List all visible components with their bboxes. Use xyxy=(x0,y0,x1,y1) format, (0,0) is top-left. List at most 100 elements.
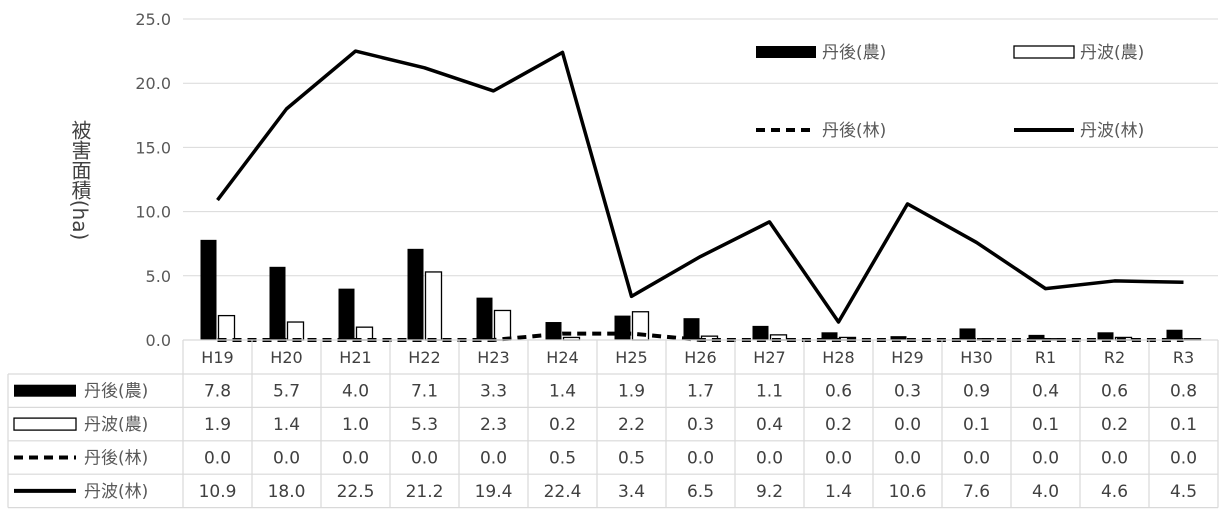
x-tick-label: H23 xyxy=(477,348,509,367)
x-tick-label: H19 xyxy=(201,348,233,367)
table-cell: 1.9 xyxy=(204,415,231,435)
bar-tamba-agri xyxy=(217,314,236,341)
y-tick-label: 20.0 xyxy=(135,74,171,93)
table-cell: 18.0 xyxy=(268,482,306,502)
table-cell: 0.1 xyxy=(963,415,990,435)
x-tick-label: H26 xyxy=(684,348,716,367)
bar-tamba-agri xyxy=(493,309,512,341)
table-cell: 6.5 xyxy=(687,482,714,502)
table-cell: 5.3 xyxy=(411,415,438,435)
table-cell: 22.5 xyxy=(337,482,375,502)
table-cell: 0.4 xyxy=(1032,382,1059,402)
table-cell: 0.0 xyxy=(894,415,921,435)
x-tick-label: H27 xyxy=(753,348,785,367)
table-cell: 22.4 xyxy=(544,482,582,502)
table-cell: 2.2 xyxy=(618,415,645,435)
legend: 丹後(農) 丹波(農) 丹後(林) 丹波(林) xyxy=(756,43,1144,141)
table-cell: 0.0 xyxy=(204,449,231,469)
table-cell: 0.0 xyxy=(756,449,783,469)
table-cell: 0.5 xyxy=(618,449,645,469)
table-cell: 3.3 xyxy=(480,382,507,402)
x-tick-label: H25 xyxy=(615,348,647,367)
table-cell: 0.6 xyxy=(825,382,852,402)
legend-label: 丹後(農) xyxy=(822,43,886,63)
bar-tango-agri xyxy=(1166,329,1183,340)
legend-label: 丹波(農) xyxy=(1080,43,1144,63)
table-cell: 0.0 xyxy=(273,449,300,469)
table-cell: 1.4 xyxy=(825,482,852,502)
bar-tango-agri xyxy=(269,266,286,340)
y-axis-ticks: 0.0 5.0 10.0 15.0 20.0 25.0 xyxy=(135,10,171,350)
x-tick-label: H20 xyxy=(270,348,302,367)
bar-tango-agri xyxy=(959,328,976,340)
table-cell: 0.4 xyxy=(756,415,783,435)
table-row-label: 丹波(農) xyxy=(84,415,148,435)
bar-tango-agri xyxy=(407,248,424,340)
table-cell: 4.6 xyxy=(1101,482,1128,502)
table-cell: 9.2 xyxy=(756,482,783,502)
table-cell: 0.0 xyxy=(894,449,921,469)
bar-tamba-agri xyxy=(286,321,305,341)
y-tick-label: 5.0 xyxy=(146,267,171,286)
table-cell: 7.6 xyxy=(963,482,990,502)
bar-tango-agri xyxy=(1097,332,1114,340)
x-tick-label: R2 xyxy=(1104,348,1125,367)
table-cell: 0.6 xyxy=(1101,382,1128,402)
table-cell: 4.5 xyxy=(1170,482,1197,502)
table-cell: 0.8 xyxy=(1170,382,1197,402)
bar-tango-agri xyxy=(476,297,493,340)
table-cell: 0.0 xyxy=(825,449,852,469)
table-cell: 4.0 xyxy=(1032,482,1059,502)
bar-tango-agri xyxy=(545,322,562,340)
lines xyxy=(216,49,1184,342)
table-cell: 0.1 xyxy=(1170,415,1197,435)
y-tick-label: 15.0 xyxy=(135,138,171,157)
data-table: H19 H20 H21 H22 H23 H24 H25 H26 H27 H28 H29 H30 R1 R2… xyxy=(7,339,1219,509)
table-cell: 0.0 xyxy=(963,449,990,469)
table-cell: 0.3 xyxy=(687,415,714,435)
table-cell: 1.9 xyxy=(618,382,645,402)
bar-tango-agri xyxy=(614,315,631,340)
bar-tango-agri xyxy=(752,325,769,340)
table-cell: 0.0 xyxy=(1170,449,1197,469)
table-cell: 0.1 xyxy=(1032,415,1059,435)
line-tamba-forest xyxy=(216,49,1184,324)
table-cell: 1.7 xyxy=(687,382,714,402)
table-cell: 2.3 xyxy=(480,415,507,435)
table-cell: 0.2 xyxy=(1101,415,1128,435)
table-cell: 7.8 xyxy=(204,382,231,402)
table-cell: 0.9 xyxy=(963,382,990,402)
table-cell: 0.0 xyxy=(411,449,438,469)
legend-label: 丹波(林) xyxy=(1080,121,1144,141)
x-tick-label: H22 xyxy=(408,348,440,367)
bars xyxy=(200,239,1202,341)
table-cell: 0.0 xyxy=(687,449,714,469)
table-cell: 0.2 xyxy=(825,415,852,435)
table-cell: 0.0 xyxy=(342,449,369,469)
table-cell: 0.2 xyxy=(549,415,576,435)
bar-tango-agri xyxy=(683,318,700,340)
x-tick-label: H24 xyxy=(546,348,578,367)
table-cell: 0.0 xyxy=(1032,449,1059,469)
table-cell: 10.9 xyxy=(199,482,237,502)
table-cell: 4.0 xyxy=(342,382,369,402)
table-cell: 5.7 xyxy=(273,382,300,402)
table-cell: 7.1 xyxy=(411,382,438,402)
table-cell: 10.6 xyxy=(889,482,927,502)
legend-swatch xyxy=(1013,45,1075,59)
bar-tamba-agri xyxy=(424,271,443,341)
y-tick-label: 0.0 xyxy=(146,331,171,350)
table-cell: 0.3 xyxy=(894,382,921,402)
x-tick-label: H21 xyxy=(339,348,371,367)
table-cell: 1.1 xyxy=(756,382,783,402)
legend-swatch xyxy=(14,384,76,397)
legend-swatch xyxy=(756,46,816,58)
table-cell: 0.0 xyxy=(480,449,507,469)
x-tick-label: H30 xyxy=(960,348,992,367)
table-cell: 1.4 xyxy=(273,415,300,435)
y-tick-label: 10.0 xyxy=(135,203,171,222)
bar-tango-agri xyxy=(1028,334,1045,340)
bar-tango-agri xyxy=(821,332,838,340)
table-row-label: 丹後(農) xyxy=(84,382,148,402)
x-tick-label: H29 xyxy=(891,348,923,367)
